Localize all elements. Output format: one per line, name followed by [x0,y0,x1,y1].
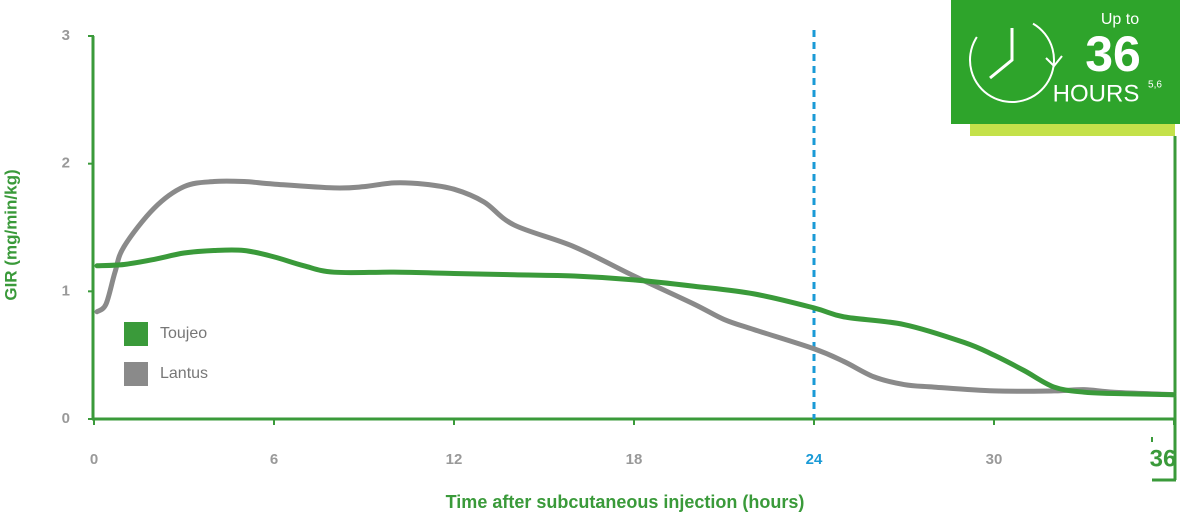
badge-number: 36 [1085,26,1141,82]
x-axis-label: Time after subcutaneous injection (hours… [446,492,805,512]
x-tick-label: 18 [626,451,643,468]
clock-arrow [1045,55,1063,68]
y-tick-label: 1 [62,282,70,299]
x-tick-label: 0 [90,451,98,468]
x-tick-label: 12 [446,451,463,468]
legend-label: Lantus [160,365,208,382]
legend-label: Toujeo [160,325,207,342]
series-line [94,178,1177,398]
y-tick-label: 0 [62,410,70,427]
x-tick-label: 30 [986,451,1003,468]
badge-unit: HOURS [1053,80,1140,107]
x-tick-label: 36 [1150,445,1177,472]
y-axis-label: GIR (mg/min/kg) [1,169,20,300]
badge-background [951,0,1180,124]
badge: Up to 36 HOURS 5,6 [951,0,1180,136]
clock-face [969,17,1055,103]
badge-pre: Up to [1101,11,1139,28]
x-tick-label: 24 [806,451,823,468]
badge-superscript: 5,6 [1148,80,1162,91]
legend-swatch [124,362,148,386]
badge-strip [970,124,1175,136]
x-tick-label: 6 [270,451,278,468]
y-tick-label: 3 [62,27,70,44]
legend-swatch [124,322,148,346]
y-tick-label: 2 [62,155,70,172]
clock-hands [989,28,1014,80]
series-line [94,247,1177,398]
